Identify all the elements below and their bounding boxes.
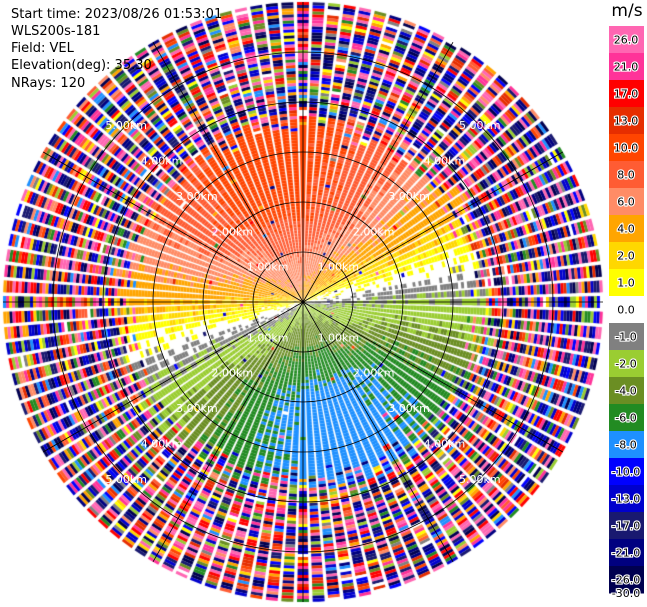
- range-ring-label: 4.00km: [141, 437, 183, 450]
- range-ring-label: 2.00km: [353, 367, 395, 380]
- colorbar-segment: [609, 53, 644, 81]
- colorbar-tick-label: 0.0: [617, 304, 635, 317]
- elevation-label: Elevation(deg): 35.30: [11, 58, 152, 73]
- instrument-label: WLS200s-181: [11, 24, 101, 39]
- nrays-label: NRays: 120: [11, 76, 86, 91]
- range-ring-label: 1.00km: [318, 261, 360, 274]
- colorbar-tick-label: 1.0: [617, 277, 635, 290]
- range-ring-label: 2.00km: [212, 367, 254, 380]
- colorbar-segment: [609, 566, 644, 594]
- range-ring: [152, 151, 454, 453]
- range-ring: [102, 101, 504, 503]
- colorbar-tick-label: -26.0: [612, 574, 640, 587]
- colorbar-tick-label: -13.0: [612, 493, 640, 506]
- scan-info: Start time: 2023/08/26 01:53:01 WLS200s-…: [11, 6, 222, 92]
- colorbar-tick-label: 8.0: [617, 169, 635, 182]
- colorbar-tick-label: -21.0: [612, 547, 640, 560]
- colorbar-segment: [609, 107, 644, 135]
- colorbar-tick-label: -4.0: [615, 385, 636, 398]
- colorbar-segment: [609, 458, 644, 486]
- colorbar-segment: [609, 323, 644, 351]
- range-ring-label: 5.00km: [105, 473, 147, 486]
- range-ring-label: 3.00km: [176, 190, 218, 203]
- colorbar-segment: [609, 350, 644, 378]
- colorbar-segment: [609, 512, 644, 540]
- colorbar-segment: [609, 188, 644, 216]
- colorbar-title: m/s: [611, 1, 642, 21]
- colorbar-segment: [609, 215, 644, 243]
- colorbar-segment: [609, 485, 644, 513]
- colorbar-tick-label: 4.0: [617, 223, 635, 236]
- range-ring-label: 5.00km: [105, 119, 147, 132]
- range-ring: [252, 251, 354, 353]
- range-ring-label: 4.00km: [141, 155, 183, 168]
- colorbar-segment: [609, 431, 644, 459]
- range-ring-label: 3.00km: [388, 402, 430, 415]
- colorbar-segment: [609, 26, 644, 54]
- range-ring-label: 4.00km: [424, 437, 466, 450]
- range-ring-label: 4.00km: [424, 155, 466, 168]
- range-ring: [202, 201, 404, 403]
- range-ring-label: 3.00km: [388, 190, 430, 203]
- colorbar-tick-label: -17.0: [612, 520, 640, 533]
- colorbar-segment: [609, 269, 644, 297]
- range-ring-label: 1.00km: [247, 331, 289, 344]
- range-ring-label: 5.00km: [459, 119, 501, 132]
- start-time-label: Start time: 2023/08/26 01:53:01: [11, 7, 223, 22]
- colorbar-tick-label: -6.0: [615, 412, 636, 425]
- colorbar-segment: [609, 539, 644, 567]
- range-ring-label: 1.00km: [318, 331, 360, 344]
- colorbar-segment: [609, 161, 644, 189]
- colorbar-tick-label: 6.0: [617, 196, 635, 209]
- colorbar-segment: [609, 404, 644, 432]
- range-ring-label: 5.00km: [459, 473, 501, 486]
- velocity-colorbar: m/s 26.0 21.0 17.0 13.0 10.0 8.0 6.0 4.0 2.0 1.0 0.…: [609, 1, 644, 601]
- colorbar-tick-label: -2.0: [615, 358, 636, 371]
- field-label: Field: VEL: [11, 41, 74, 56]
- colorbar-tick-label: -30.0: [612, 587, 640, 600]
- colorbar-tick-label: 21.0: [614, 61, 639, 74]
- colorbar-segment: [609, 134, 644, 162]
- range-ring-label: 2.00km: [212, 225, 254, 238]
- ppi-overlay: 1.00km 1.00km 1.00km 1.00km 2.00km 2.00km 2.00…: [3, 2, 603, 602]
- colorbar-segment: [609, 377, 644, 405]
- range-ring-label: 2.00km: [353, 225, 395, 238]
- colorbar-segment: [609, 80, 644, 108]
- range-ring: [52, 51, 554, 553]
- colorbar-segment: [609, 296, 644, 324]
- range-ring-label: 1.00km: [247, 261, 289, 274]
- colorbar-segment: [609, 242, 644, 270]
- colorbar-tick-label: -10.0: [612, 466, 640, 479]
- colorbar-tick-label: 13.0: [614, 115, 639, 128]
- colorbar-tick-label: 10.0: [614, 142, 639, 155]
- colorbar-tick-label: 17.0: [614, 88, 639, 101]
- colorbar-tick-label: 2.0: [617, 250, 635, 263]
- colorbar-tick-label: 26.0: [614, 34, 639, 47]
- colorbar-tick-label: -8.0: [615, 439, 636, 452]
- range-ring-label: 3.00km: [176, 402, 218, 415]
- colorbar-tick-label: -1.0: [615, 331, 636, 344]
